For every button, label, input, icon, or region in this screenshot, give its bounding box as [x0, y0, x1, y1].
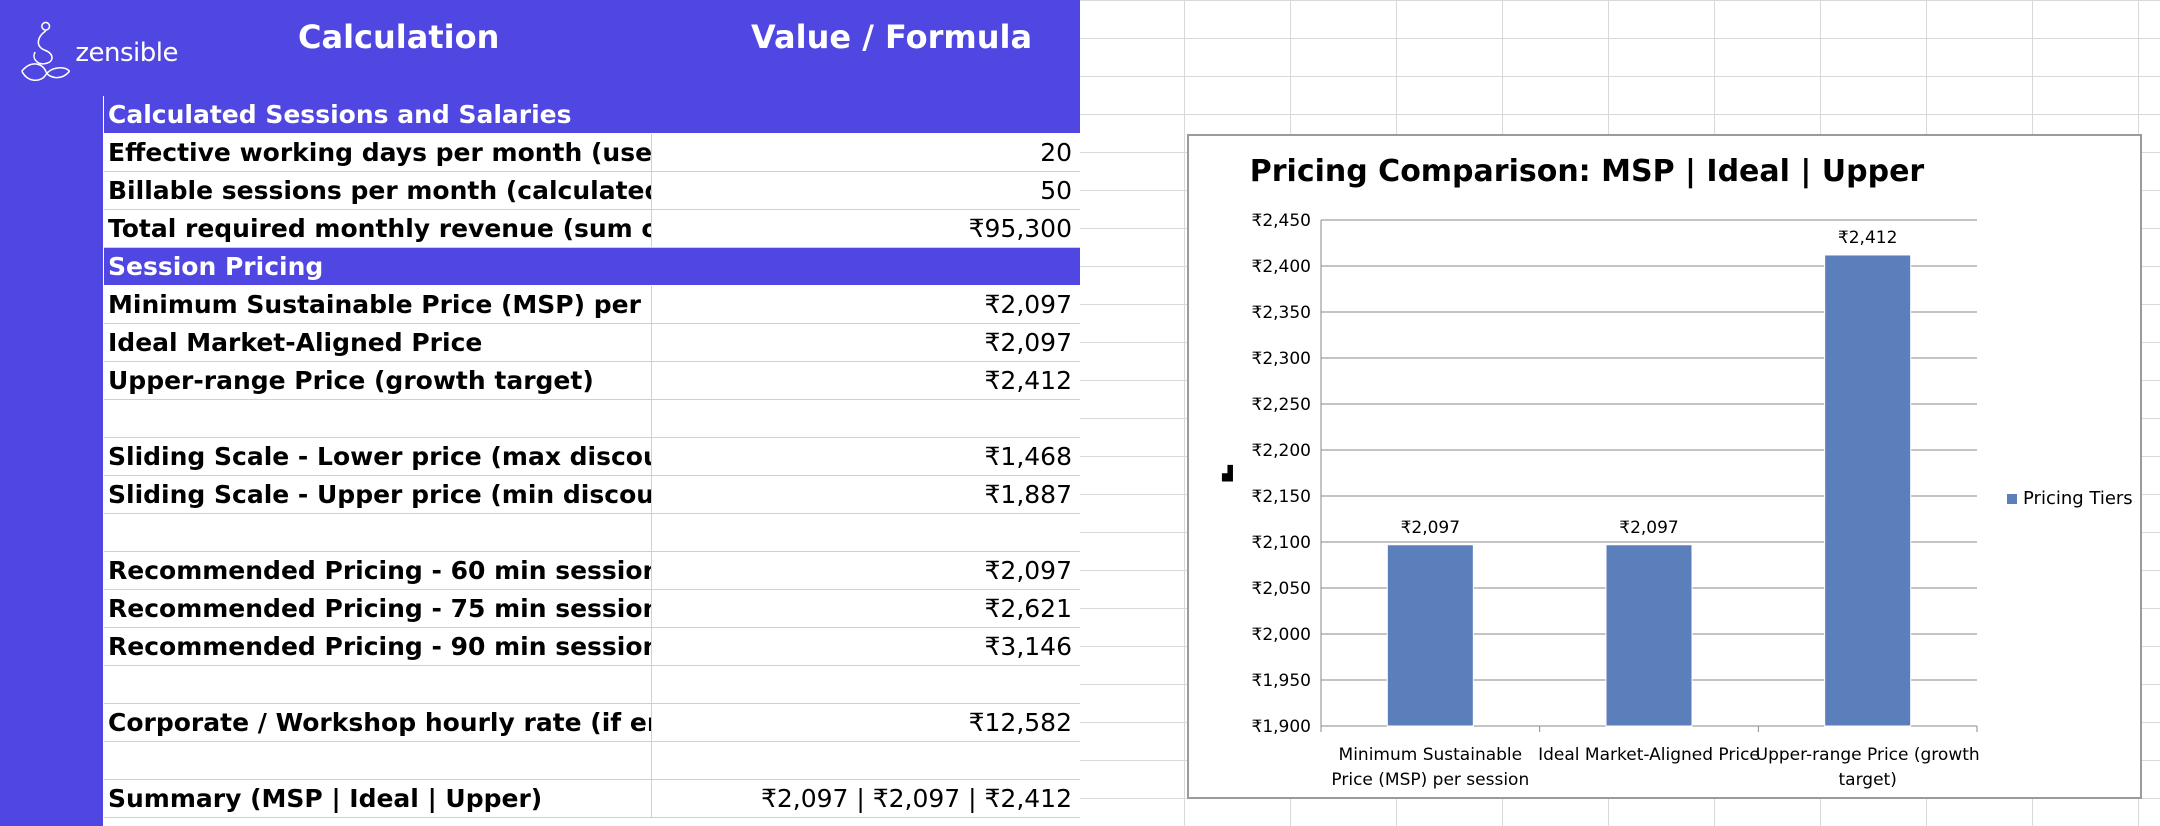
row-label: Total required monthly revenue (sum of c…: [104, 210, 652, 247]
row-label: [104, 514, 652, 551]
row-label: Ideal Market-Aligned Price: [104, 324, 652, 361]
y-tick-label: ₹1,950: [1252, 671, 1311, 691]
section-header-row[interactable]: Calculated Sessions and Salaries: [104, 96, 1080, 133]
x-category-label: Upper-range Price (growth: [1756, 745, 1980, 765]
row-label: [104, 666, 652, 703]
table-row[interactable]: Recommended Pricing - 90 min session ₹3,1…: [104, 628, 1080, 666]
header-calculation: Calculation: [298, 18, 500, 56]
bar: [1824, 254, 1912, 727]
data-label: ₹2,412: [1838, 228, 1897, 248]
row-label: Sliding Scale - Upper price (min discoun…: [104, 476, 652, 513]
row-label: Recommended Pricing - 60 min session (ba…: [104, 552, 652, 589]
mouse-cursor-icon: ▟: [1222, 466, 1233, 482]
brand-logo: zensible: [18, 18, 178, 88]
chart-plot: ₹1,900 ₹1,950 ₹2,000 ₹2,050 ₹2,100 ₹2,150 ₹2,2…: [1252, 211, 1980, 790]
table-row[interactable]: Recommended Pricing - 75 min session ₹2,6…: [104, 590, 1080, 628]
row-value: ₹2,412: [984, 366, 1072, 395]
data-label: ₹2,097: [1619, 518, 1678, 538]
row-label: Corporate / Workshop hourly rate (if emp…: [104, 704, 652, 741]
y-tick-label: ₹1,900: [1252, 717, 1311, 737]
row-value: ₹2,097: [984, 328, 1072, 357]
y-tick-label: ₹2,350: [1252, 303, 1311, 323]
section-header-row[interactable]: Session Pricing: [104, 248, 1080, 285]
table-row[interactable]: Sliding Scale - Lower price (max discoun…: [104, 438, 1080, 476]
row-value: 20: [1040, 138, 1072, 167]
y-tick-label: ₹2,400: [1252, 257, 1311, 277]
row-label: Summary (MSP | Ideal | Upper): [104, 780, 652, 817]
row-value: ₹1,468: [984, 442, 1072, 471]
x-category-label: Minimum Sustainable: [1339, 745, 1523, 765]
chart-legend: Pricing Tiers: [2007, 488, 2133, 509]
left-margin-band: [0, 0, 103, 826]
table-row[interactable]: Summary (MSP | Ideal | Upper) ₹2,097 | ₹2…: [104, 780, 1080, 818]
row-value: ₹2,097: [984, 556, 1072, 585]
row-label: Billable sessions per month (calculated): [104, 172, 652, 209]
table-row[interactable]: Upper-range Price (growth target) ₹2,412: [104, 362, 1080, 400]
table-row[interactable]: Sliding Scale - Upper price (min discoun…: [104, 476, 1080, 514]
data-label: ₹2,097: [1401, 518, 1460, 538]
bar: [1605, 544, 1693, 727]
y-tick-label: ₹2,200: [1252, 441, 1311, 461]
row-label: Recommended Pricing - 90 min session: [104, 628, 652, 665]
row-value: ₹95,300: [968, 214, 1072, 243]
table-header: zensible Calculation Value / Formula: [0, 0, 1080, 96]
y-tick-label: ₹2,300: [1252, 349, 1311, 369]
row-value: ₹3,146: [984, 632, 1072, 661]
table-row[interactable]: Minimum Sustainable Price (MSP) per sess…: [104, 286, 1080, 324]
row-value: 50: [1040, 176, 1072, 205]
row-label: Calculated Sessions and Salaries: [108, 100, 572, 129]
x-category-label: target): [1839, 770, 1897, 790]
bar: [1386, 544, 1474, 727]
row-value: ₹12,582: [968, 708, 1072, 737]
y-tick-label: ₹2,000: [1252, 625, 1311, 645]
row-value: ₹1,887: [984, 480, 1072, 509]
row-label: Sliding Scale - Lower price (max discoun…: [104, 438, 652, 475]
row-label: [104, 400, 652, 437]
table-row[interactable]: Total required monthly revenue (sum of c…: [104, 210, 1080, 248]
row-value: ₹2,621: [984, 594, 1072, 623]
table-row[interactable]: Billable sessions per month (calculated)…: [104, 172, 1080, 210]
table-row[interactable]: Corporate / Workshop hourly rate (if emp…: [104, 704, 1080, 742]
x-category-label: Price (MSP) per session: [1331, 770, 1529, 790]
row-label: Upper-range Price (growth target): [104, 362, 652, 399]
y-tick-label: ₹2,250: [1252, 395, 1311, 415]
y-tick-label: ₹2,150: [1252, 487, 1311, 507]
y-tick-label: ₹2,450: [1252, 211, 1311, 231]
table-row[interactable]: Ideal Market-Aligned Price ₹2,097: [104, 324, 1080, 362]
row-value: ₹2,097 | ₹2,097 | ₹2,412: [760, 784, 1072, 813]
pricing-chart[interactable]: Pricing Comparison: MSP | Ideal | Upper …: [1187, 134, 2142, 799]
y-tick-label: ₹2,100: [1252, 533, 1311, 553]
blank-row[interactable]: [104, 400, 1080, 438]
blank-row[interactable]: [104, 666, 1080, 704]
row-label: [104, 742, 652, 779]
y-tick-label: ₹2,050: [1252, 579, 1311, 599]
row-label: Session Pricing: [108, 252, 324, 281]
chart-title: Pricing Comparison: MSP | Ideal | Upper: [1249, 154, 1925, 189]
row-label: Minimum Sustainable Price (MSP) per sess…: [104, 286, 652, 323]
legend-swatch: [2007, 493, 2017, 504]
row-label: Recommended Pricing - 75 min session: [104, 590, 652, 627]
blank-row[interactable]: [104, 742, 1080, 780]
brand-name: zensible: [75, 38, 178, 68]
row-value: ₹2,097: [984, 290, 1072, 319]
header-value-formula: Value / Formula: [751, 18, 1033, 56]
legend-label: Pricing Tiers: [2023, 488, 2133, 509]
x-category-label: Ideal Market-Aligned Price: [1538, 745, 1760, 765]
zensible-logo-icon: [21, 21, 71, 81]
table-row[interactable]: Effective working days per month (used) 2…: [104, 134, 1080, 172]
blank-row[interactable]: [104, 514, 1080, 552]
row-label: Effective working days per month (used): [104, 134, 652, 171]
table-row[interactable]: Recommended Pricing - 60 min session (ba…: [104, 552, 1080, 590]
